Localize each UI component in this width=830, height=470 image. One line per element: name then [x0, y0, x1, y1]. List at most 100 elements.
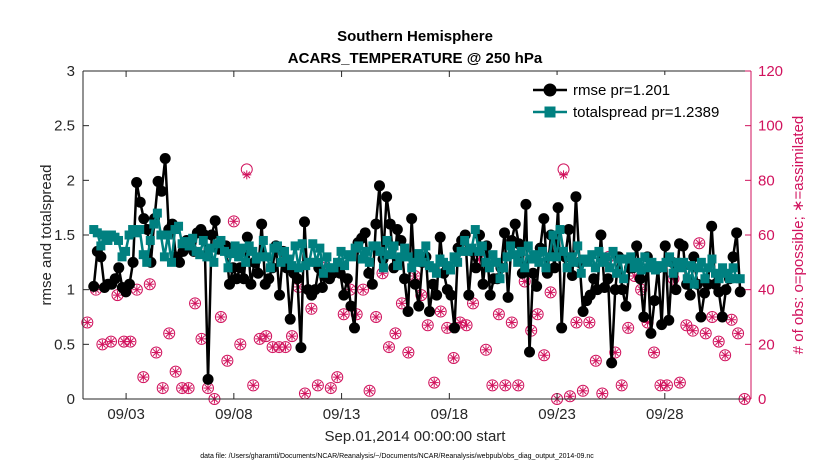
obs-assimilated-marker — [216, 312, 226, 322]
spread-point — [474, 246, 484, 256]
rmse-point — [123, 278, 135, 290]
spread-point — [184, 241, 194, 251]
y-tick-label: 2.5 — [54, 118, 75, 135]
spread-point — [453, 257, 463, 267]
rmse-point — [413, 300, 425, 312]
spread-point — [477, 241, 487, 251]
spread-point — [421, 241, 431, 251]
rmse-point — [370, 218, 382, 230]
rmse-point — [645, 327, 657, 339]
spread-point — [428, 263, 438, 273]
obs-possible-marker — [169, 365, 182, 378]
obs-assimilated-marker — [106, 337, 116, 347]
spread-point — [636, 265, 646, 275]
spread-point — [587, 250, 597, 260]
spread-point — [400, 243, 410, 253]
obs-assimilated-stroke — [728, 316, 736, 324]
obs-assimilated-marker — [714, 337, 724, 347]
obs-assimilated-stroke — [120, 338, 128, 346]
obs-assimilated-marker — [701, 328, 711, 338]
spread-point — [276, 257, 286, 267]
obs-assimilated-stroke — [217, 313, 225, 321]
spread-point — [647, 257, 657, 267]
rmse-point — [159, 152, 171, 164]
obs-possible-marker — [357, 283, 370, 296]
obs-assimilated-marker — [384, 342, 394, 352]
rmse-point — [731, 227, 743, 239]
obs-possible-marker — [648, 346, 661, 359]
spread-point — [114, 235, 124, 245]
obs-assimilated-marker — [487, 380, 497, 390]
spread-point — [198, 235, 208, 245]
spread-point — [491, 257, 501, 267]
rmse-point — [499, 227, 511, 239]
spread-point — [227, 249, 237, 259]
rmse-point — [566, 269, 578, 281]
obs-assimilated-stroke — [585, 318, 593, 327]
obs-assimilated-stroke — [437, 307, 445, 316]
y2-tick-label: 60 — [758, 227, 775, 244]
obs-assimilated-stroke — [126, 338, 135, 346]
obs-assimilated-stroke — [165, 329, 173, 337]
rmse-point — [513, 238, 525, 250]
spread-point — [693, 263, 703, 273]
rmse-point — [291, 273, 303, 285]
spread-point — [523, 241, 533, 251]
spread-point — [393, 261, 403, 271]
spread-point — [103, 235, 113, 245]
spread-point — [562, 263, 572, 273]
spread-point — [619, 274, 629, 284]
rmse-point — [520, 198, 532, 210]
rmse-point — [95, 251, 107, 263]
spread-point — [661, 257, 671, 267]
spread-point — [728, 263, 738, 273]
obs-assimilated-marker — [197, 334, 207, 344]
obs-possible-marker — [150, 346, 163, 359]
obs-assimilated-marker — [287, 331, 297, 341]
obs-assimilated-stroke — [495, 310, 503, 318]
rmse-point — [273, 289, 285, 301]
obs-assimilated-stroke — [689, 327, 697, 335]
spread-point — [615, 254, 625, 264]
obs-assimilated-stroke — [682, 321, 690, 329]
rmse-point — [156, 185, 168, 197]
y-tick-label: 0 — [67, 391, 75, 408]
obs-possible-marker — [279, 341, 292, 354]
rmse-point — [538, 213, 550, 225]
obs-possible-marker — [609, 346, 622, 359]
rmse-point — [406, 213, 418, 225]
obs-assimilated-marker — [733, 328, 743, 338]
spread-point — [725, 274, 735, 284]
spread-point — [569, 257, 579, 267]
obs-assimilated-stroke — [708, 313, 716, 321]
obs-possible-marker — [622, 321, 635, 334]
spread-point — [710, 268, 720, 278]
spread-point — [449, 252, 459, 262]
rmse-point — [659, 240, 671, 252]
spread-point — [552, 252, 562, 262]
spread-point — [590, 263, 600, 273]
obs-assimilated-stroke — [340, 310, 348, 318]
spread-point — [262, 252, 272, 262]
spread-point — [364, 257, 374, 267]
spread-point — [347, 252, 357, 262]
spread-point — [446, 265, 456, 275]
spread-point — [594, 246, 604, 256]
obs-assimilated-marker — [326, 383, 336, 393]
obs-assimilated-marker — [203, 383, 213, 393]
x-tick-label: 09/23 — [538, 406, 576, 423]
obs-assimilated-marker — [235, 339, 245, 349]
rmse-point — [570, 191, 582, 203]
obs-possible-marker — [182, 382, 195, 395]
obs-possible-marker — [189, 297, 202, 310]
spread-point — [234, 252, 244, 262]
spread-point — [467, 243, 477, 253]
spread-point — [255, 252, 265, 262]
spread-point — [248, 246, 258, 256]
obs-assimilated-marker — [533, 309, 543, 319]
obs-possible-marker — [570, 316, 583, 329]
obs-assimilated-stroke — [598, 389, 606, 398]
chart-subtitle: ACARS_TEMPERATURE @ 250 hPa — [288, 50, 543, 67]
obs-possible-marker — [311, 379, 324, 392]
obs-possible-marker — [253, 332, 266, 345]
